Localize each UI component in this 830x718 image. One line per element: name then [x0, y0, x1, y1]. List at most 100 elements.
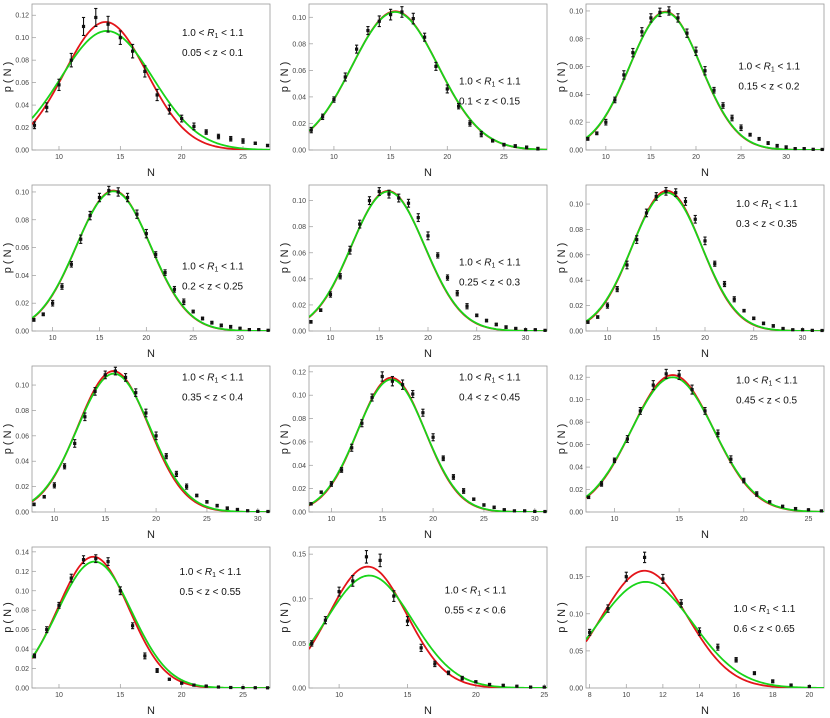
annotation-redshift-range: 0.1 < z < 0.15: [459, 96, 521, 107]
y-tick-label: 0.00: [15, 329, 29, 336]
data-point: [57, 78, 61, 92]
data-point: [694, 46, 698, 56]
data-point: [771, 324, 775, 328]
data-point: [654, 192, 658, 201]
data-point: [172, 285, 177, 293]
x-tick-label: 25: [473, 335, 481, 342]
data-point: [586, 495, 591, 500]
y-tick-label: 0.06: [569, 442, 583, 449]
data-point: [329, 481, 333, 487]
data-point: [397, 193, 401, 203]
green-fit-curve: [309, 11, 547, 150]
x-axis-label: N: [147, 167, 155, 179]
y-tick-label: 0.06: [292, 439, 306, 446]
data-point: [154, 431, 158, 441]
x-tick-label: 30: [254, 516, 262, 523]
data-point: [742, 477, 746, 484]
annotation-radius-range: 1.0 < R1 < 1.1: [738, 62, 800, 74]
data-point: [596, 315, 600, 319]
data-point: [739, 124, 743, 132]
data-point: [712, 86, 716, 94]
y-tick-label: 0.10: [569, 202, 583, 209]
data-point: [45, 102, 49, 113]
y-tick-label: 0.05: [569, 648, 583, 655]
chart-panel-12: 8 10 12 14 16 18 20 0.00 0.05 0.10 0.15 Np ( N ) 1.0…: [556, 546, 825, 717]
data-point: [642, 551, 647, 564]
data-point: [229, 685, 233, 690]
x-axis-label: N: [424, 167, 432, 179]
data-point: [586, 136, 590, 141]
data-point: [644, 208, 649, 218]
data-point: [423, 32, 427, 42]
x-tick-label: 10: [327, 516, 335, 523]
x-tick-label: 15: [647, 154, 655, 161]
data-point: [768, 500, 772, 504]
data-point: [622, 70, 626, 80]
data-point: [605, 302, 610, 309]
data-point: [216, 133, 221, 140]
annotation-redshift-range: 0.45 < z < 0.5: [736, 396, 798, 407]
y-tick-label: 0.00: [569, 510, 583, 517]
data-point: [167, 677, 172, 681]
data-point: [523, 328, 528, 332]
y-axis-label: p ( N ): [279, 62, 291, 93]
y-tick-label: 0.06: [569, 64, 583, 71]
data-point: [257, 328, 261, 332]
x-tick-label: 10: [611, 516, 619, 523]
data-point: [512, 509, 517, 513]
data-point: [661, 573, 665, 584]
y-axis-label: p ( N ): [279, 243, 291, 274]
y-tick-label: 0.08: [15, 58, 29, 65]
data-point: [81, 555, 86, 565]
chart-panel-2: 10 15 20 25 0.00 0.02 0.04 0.06 0.08 0.10 Np ( N )…: [279, 3, 548, 179]
data-point: [351, 575, 355, 587]
data-point: [446, 670, 451, 676]
data-point: [742, 308, 746, 313]
y-tick-label: 0.10: [292, 198, 306, 205]
data-point: [514, 326, 518, 330]
data-point: [525, 145, 529, 150]
x-tick-label: 20: [152, 516, 160, 523]
data-point: [32, 653, 37, 659]
data-point: [651, 380, 655, 391]
data-point: [219, 323, 223, 328]
data-point: [364, 550, 369, 564]
data-point: [332, 96, 336, 103]
data-point: [625, 435, 629, 443]
data-point: [309, 320, 313, 324]
x-tick-label: 8: [588, 692, 592, 699]
y-tick-label: 0.00: [15, 686, 29, 693]
data-point: [781, 504, 785, 509]
data-point: [528, 685, 533, 689]
data-point: [789, 683, 793, 687]
y-tick-label: 0.02: [292, 302, 306, 309]
data-point: [343, 72, 347, 82]
plot-frame: [585, 3, 825, 151]
data-point: [32, 317, 36, 322]
data-point: [256, 509, 260, 513]
data-point: [348, 245, 352, 255]
x-tick-label: 20: [740, 516, 748, 523]
x-tick-label: 15: [101, 516, 109, 523]
data-point: [144, 228, 148, 239]
data-point: [690, 384, 694, 395]
data-point: [225, 506, 229, 511]
y-axis-label: p ( N ): [2, 602, 14, 633]
data-point: [163, 269, 167, 276]
data-point: [215, 503, 219, 508]
y-tick-label: 0.08: [15, 608, 29, 615]
y-tick-label: 0.06: [15, 627, 29, 634]
data-point: [757, 136, 761, 141]
x-tick-label: 30: [799, 335, 807, 342]
data-point: [143, 652, 147, 660]
y-tick-label: 0.08: [292, 416, 306, 423]
data-point: [367, 196, 372, 206]
data-point: [640, 27, 644, 37]
data-point: [465, 303, 469, 310]
data-point: [241, 686, 245, 690]
data-point: [406, 198, 411, 208]
red-fit-curve: [32, 21, 270, 150]
data-point: [606, 604, 610, 613]
data-point: [360, 419, 364, 428]
